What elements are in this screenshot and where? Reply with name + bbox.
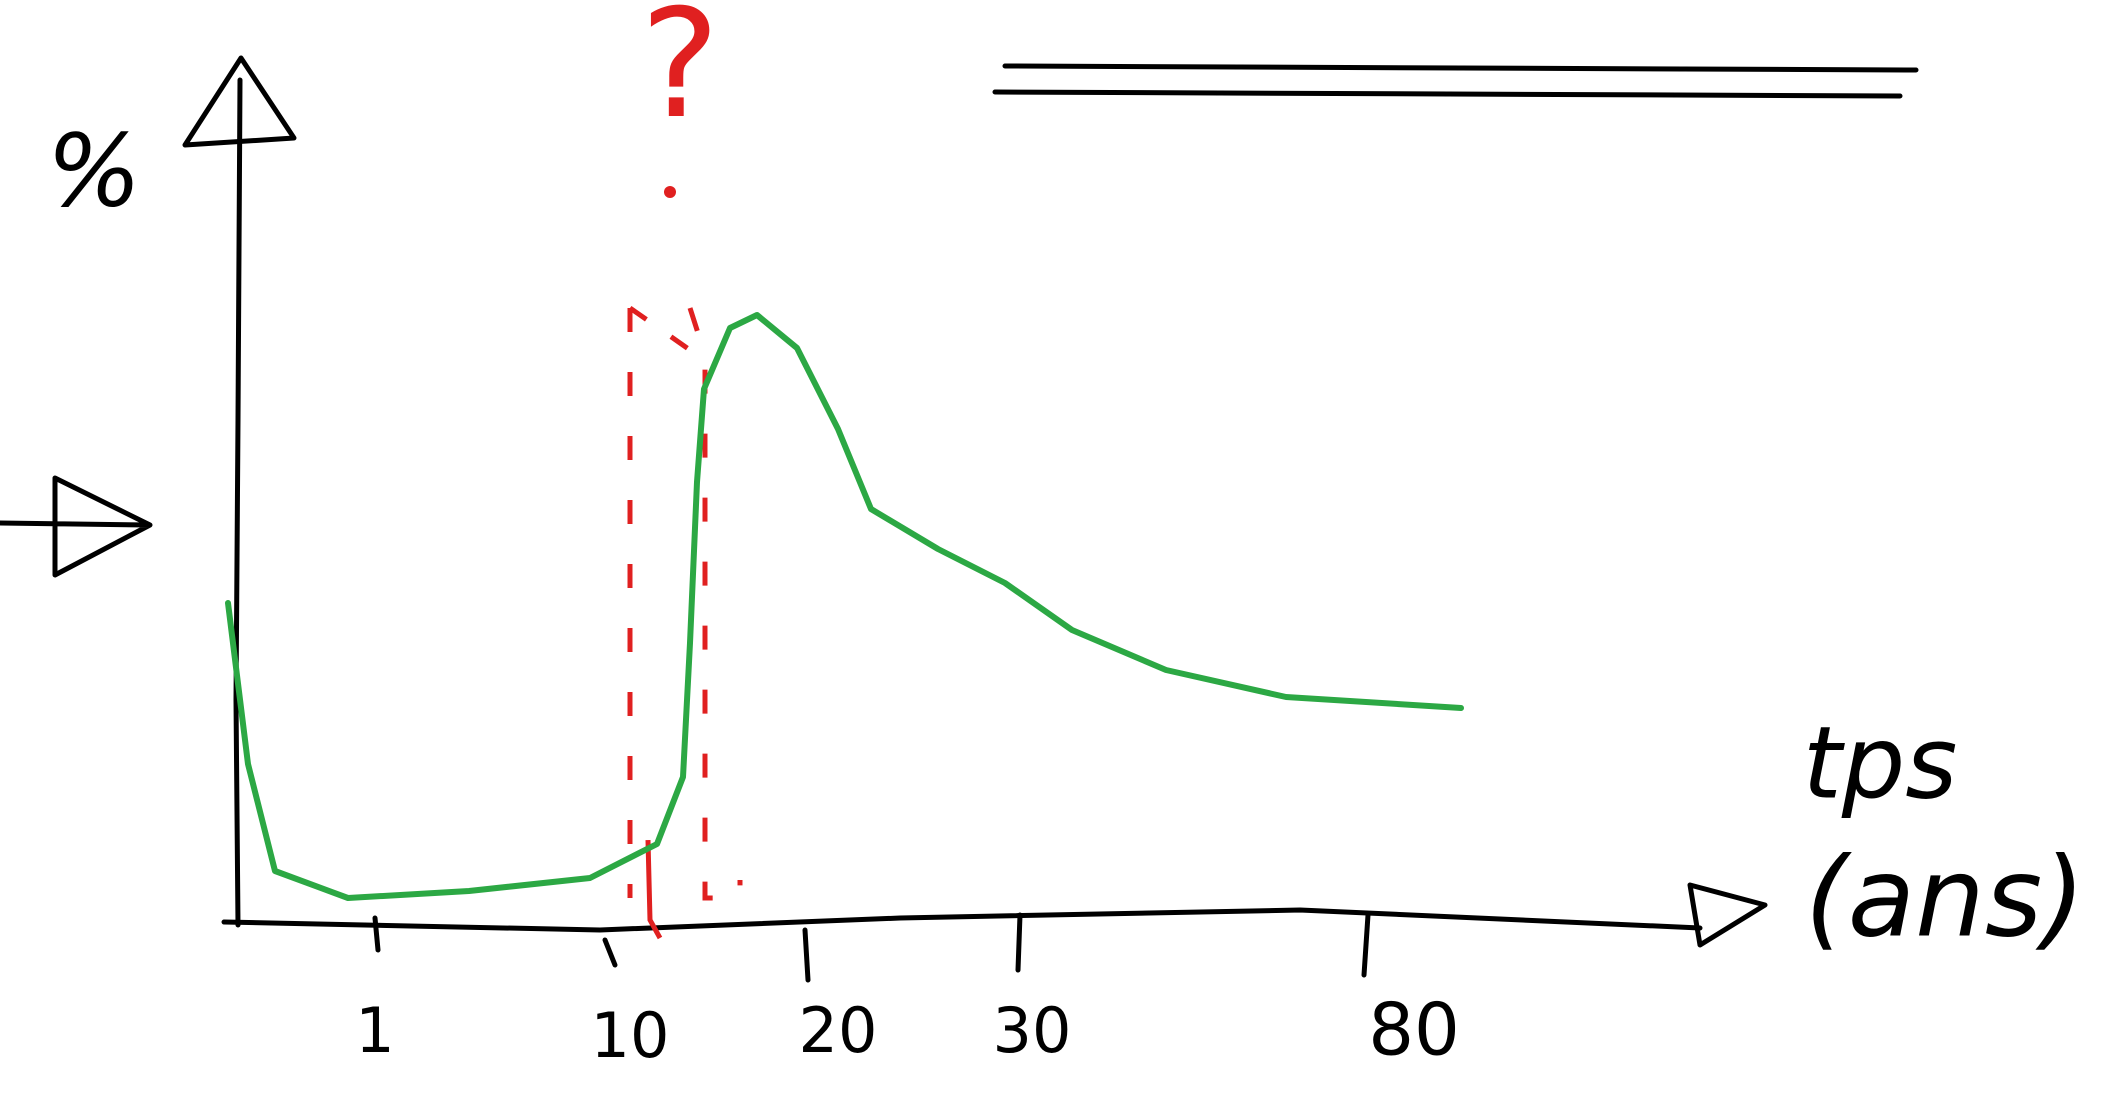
curve	[225, 312, 1464, 901]
x-tick-label: 30	[993, 994, 1072, 1067]
y-axis	[233, 77, 243, 928]
highlight-box	[627, 307, 743, 901]
x-axis-arrow	[1687, 882, 1768, 948]
level-marker	[0, 475, 153, 578]
annotation-dot	[664, 186, 676, 198]
cutoff-line	[645, 839, 663, 940]
tick-marks	[372, 912, 1371, 983]
x-tick-label: 10	[591, 999, 670, 1072]
x-tick-label: 20	[799, 994, 878, 1067]
x-tick-label: 80	[1368, 988, 1460, 1072]
x-axis	[221, 907, 1703, 933]
underline	[1002, 63, 1919, 73]
x-axis-label: tps	[1803, 704, 1958, 821]
underline	[992, 89, 1903, 99]
x-axis-unit: (ans)	[1805, 833, 2085, 961]
highlight-box	[628, 305, 692, 353]
annotation: ?	[640, 0, 720, 152]
y-axis-arrow	[182, 55, 297, 148]
x-tick-label: 1	[355, 994, 394, 1067]
y-axis-label: %	[46, 112, 141, 229]
